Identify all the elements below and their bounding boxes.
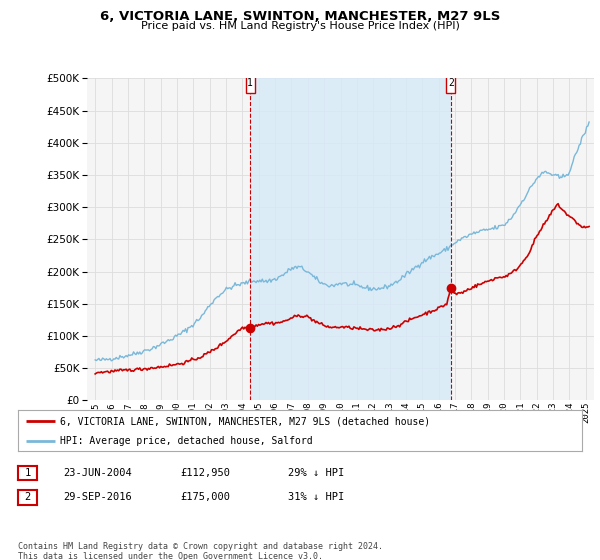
Text: Contains HM Land Registry data © Crown copyright and database right 2024.
This d: Contains HM Land Registry data © Crown c… bbox=[18, 542, 383, 560]
Text: HPI: Average price, detached house, Salford: HPI: Average price, detached house, Salf… bbox=[60, 436, 313, 446]
Text: 1: 1 bbox=[247, 78, 253, 88]
Text: Price paid vs. HM Land Registry's House Price Index (HPI): Price paid vs. HM Land Registry's House … bbox=[140, 21, 460, 31]
Text: 29-SEP-2016: 29-SEP-2016 bbox=[63, 492, 132, 502]
Text: 23-JUN-2004: 23-JUN-2004 bbox=[63, 468, 132, 478]
Text: £175,000: £175,000 bbox=[180, 492, 230, 502]
Text: 6, VICTORIA LANE, SWINTON, MANCHESTER, M27 9LS: 6, VICTORIA LANE, SWINTON, MANCHESTER, M… bbox=[100, 10, 500, 23]
Text: 2: 2 bbox=[25, 492, 31, 502]
Bar bbox=[446, 73, 455, 93]
Text: 29% ↓ HPI: 29% ↓ HPI bbox=[288, 468, 344, 478]
Text: 31% ↓ HPI: 31% ↓ HPI bbox=[288, 492, 344, 502]
Bar bbox=[245, 73, 254, 93]
Text: 2: 2 bbox=[448, 78, 454, 88]
Text: 6, VICTORIA LANE, SWINTON, MANCHESTER, M27 9LS (detached house): 6, VICTORIA LANE, SWINTON, MANCHESTER, M… bbox=[60, 417, 430, 426]
Text: 1: 1 bbox=[25, 468, 31, 478]
Bar bbox=[250, 78, 451, 400]
Text: £112,950: £112,950 bbox=[180, 468, 230, 478]
